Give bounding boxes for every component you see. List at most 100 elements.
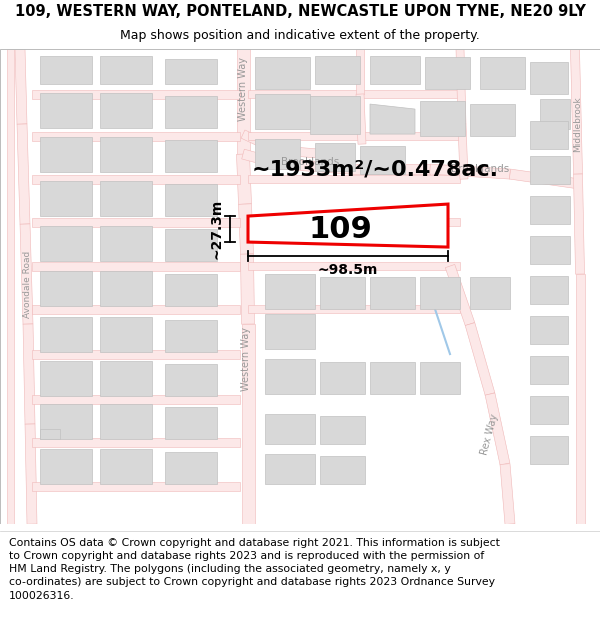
Bar	[165, 59, 217, 84]
Text: Brooklands: Brooklands	[281, 157, 339, 167]
Text: Map shows position and indicative extent of the property.: Map shows position and indicative extent…	[120, 29, 480, 42]
Text: Rex Way: Rex Way	[480, 412, 500, 456]
Bar	[165, 407, 217, 439]
Bar	[320, 277, 365, 309]
Bar	[165, 184, 217, 216]
Bar	[165, 320, 217, 352]
Polygon shape	[248, 218, 460, 226]
Bar	[255, 94, 310, 129]
Polygon shape	[458, 124, 468, 179]
Bar	[315, 56, 360, 84]
Bar	[420, 277, 460, 309]
Polygon shape	[456, 49, 466, 124]
Polygon shape	[25, 424, 37, 524]
Polygon shape	[356, 49, 364, 94]
Bar	[165, 364, 217, 396]
Polygon shape	[32, 304, 240, 314]
Polygon shape	[32, 261, 240, 271]
Bar	[100, 449, 152, 484]
Bar	[40, 93, 92, 128]
Bar	[255, 139, 300, 169]
Bar	[100, 404, 152, 439]
Text: 109: 109	[308, 214, 372, 244]
Text: 109, WESTERN WAY, PONTELAND, NEWCASTLE UPON TYNE, NE20 9LY: 109, WESTERN WAY, PONTELAND, NEWCASTLE U…	[14, 4, 586, 19]
Bar	[100, 181, 152, 216]
Text: ~27.3m: ~27.3m	[209, 199, 223, 259]
Polygon shape	[575, 274, 584, 524]
Bar	[100, 361, 152, 396]
Bar	[165, 229, 217, 261]
Polygon shape	[236, 154, 251, 204]
Polygon shape	[485, 393, 510, 465]
Text: Middlebrook: Middlebrook	[574, 96, 583, 152]
Bar	[265, 274, 315, 309]
Polygon shape	[248, 305, 460, 313]
Bar	[40, 271, 92, 306]
Polygon shape	[574, 174, 584, 274]
Bar	[100, 271, 152, 306]
Bar	[530, 276, 568, 304]
Polygon shape	[248, 204, 448, 247]
Bar	[100, 317, 152, 352]
Bar	[165, 96, 217, 128]
Bar	[530, 156, 570, 184]
Bar	[265, 359, 315, 394]
Polygon shape	[17, 124, 30, 224]
Bar	[480, 57, 525, 89]
Polygon shape	[239, 204, 253, 254]
Polygon shape	[350, 164, 430, 174]
Polygon shape	[299, 148, 350, 161]
Bar	[100, 93, 152, 128]
Bar	[370, 362, 415, 394]
Bar	[165, 452, 217, 484]
Polygon shape	[248, 262, 460, 270]
Polygon shape	[7, 49, 14, 524]
Polygon shape	[32, 438, 240, 446]
Bar	[320, 456, 365, 484]
Polygon shape	[15, 49, 27, 124]
Bar	[530, 436, 568, 464]
Bar	[40, 181, 92, 216]
Polygon shape	[356, 94, 366, 144]
Bar	[165, 274, 217, 306]
Polygon shape	[32, 131, 240, 141]
Bar	[540, 99, 570, 129]
Polygon shape	[259, 138, 301, 156]
Bar	[40, 429, 60, 439]
Bar	[530, 121, 568, 149]
Text: ~98.5m: ~98.5m	[318, 263, 378, 277]
Polygon shape	[32, 349, 240, 359]
Bar	[370, 56, 420, 84]
Polygon shape	[32, 481, 240, 491]
Bar	[530, 196, 570, 224]
Bar	[265, 454, 315, 484]
Polygon shape	[241, 130, 262, 146]
Bar	[40, 226, 92, 261]
Polygon shape	[32, 89, 240, 99]
Bar	[420, 362, 460, 394]
Bar	[530, 396, 568, 424]
Text: Western Way: Western Way	[241, 327, 251, 391]
Bar	[40, 56, 92, 84]
Polygon shape	[23, 324, 35, 424]
Bar	[265, 314, 315, 349]
Polygon shape	[32, 394, 240, 404]
Text: ~1933m²/~0.478ac.: ~1933m²/~0.478ac.	[251, 159, 499, 179]
Polygon shape	[465, 322, 495, 396]
Bar	[40, 404, 92, 439]
Text: Western Way: Western Way	[238, 57, 248, 121]
Bar	[420, 101, 465, 136]
Bar	[310, 96, 360, 134]
Bar	[165, 140, 217, 172]
Bar	[370, 277, 415, 309]
Bar	[100, 226, 152, 261]
Text: Avondale Road: Avondale Road	[23, 251, 32, 318]
Polygon shape	[242, 149, 281, 169]
Bar	[530, 62, 568, 94]
Bar	[40, 137, 92, 172]
Polygon shape	[236, 49, 250, 154]
Polygon shape	[248, 90, 460, 98]
Bar	[100, 137, 152, 172]
Text: Brooklands: Brooklands	[451, 164, 509, 174]
Bar	[530, 356, 568, 384]
